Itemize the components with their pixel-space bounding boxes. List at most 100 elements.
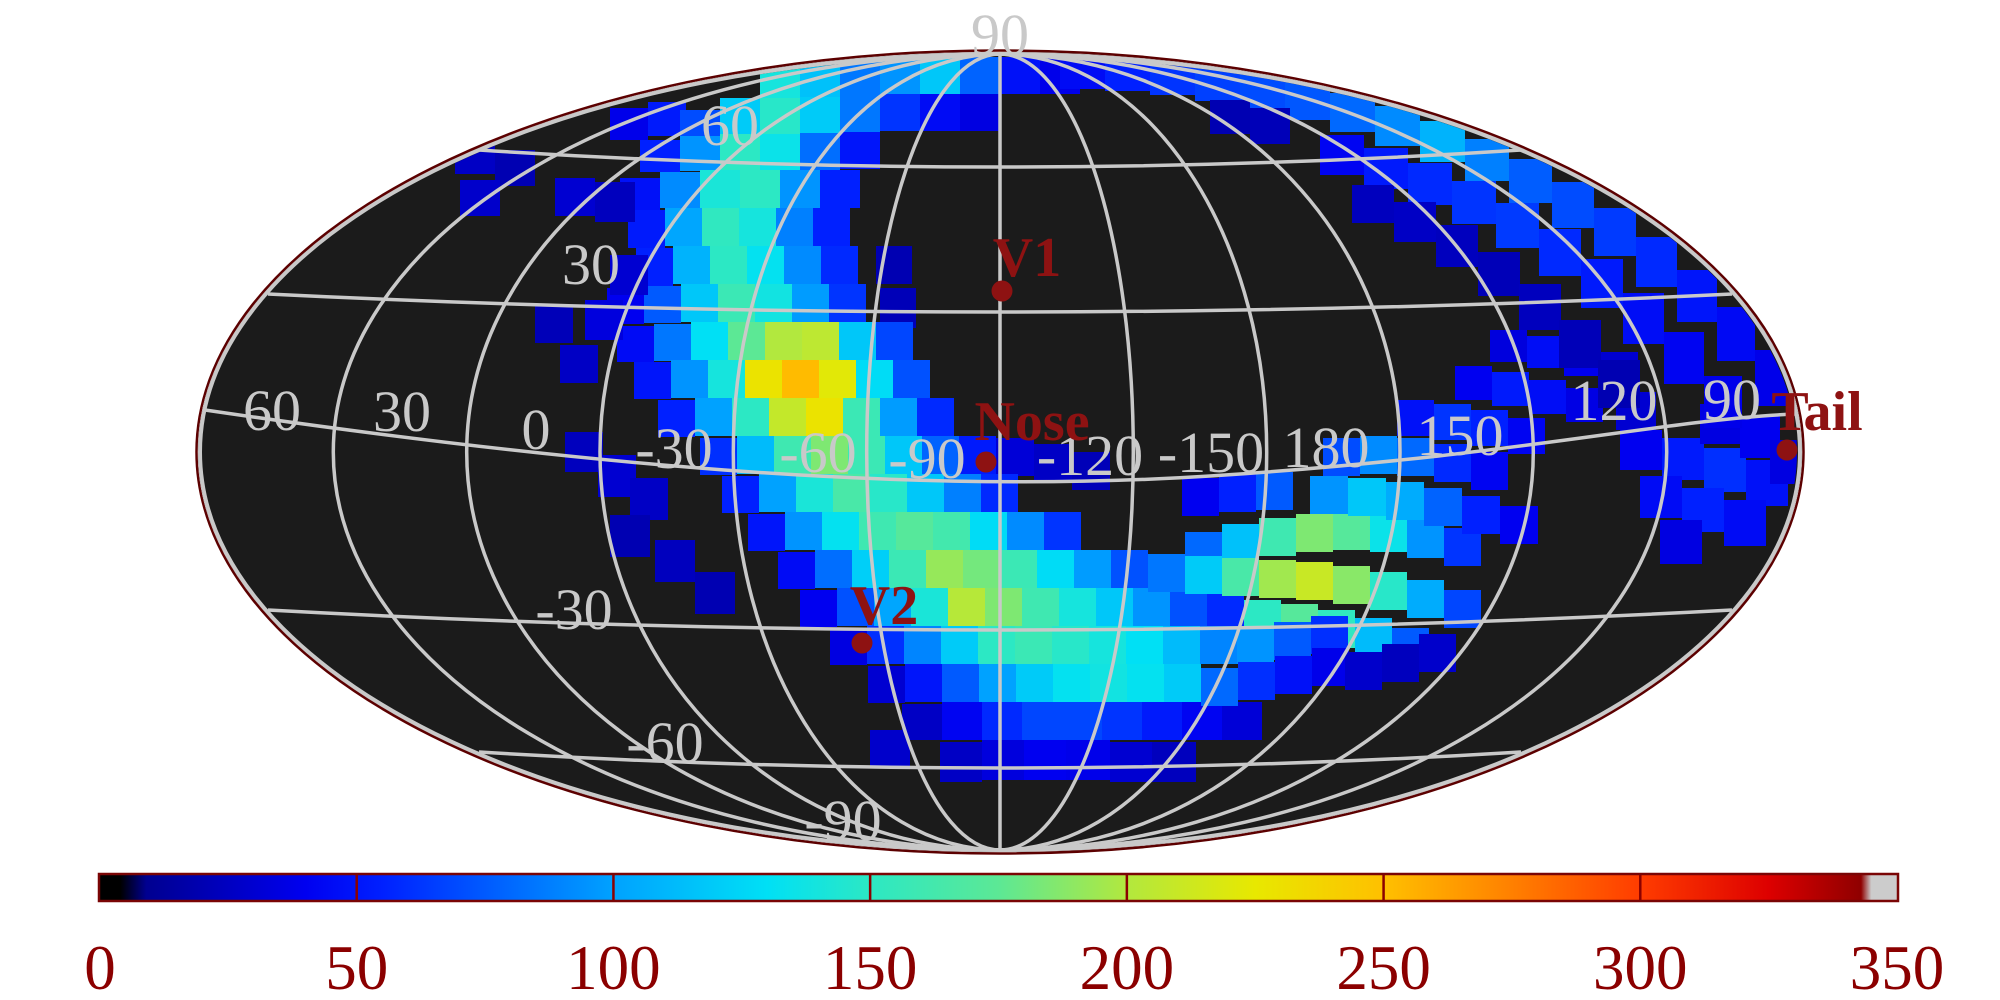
heatmap-cell	[1044, 512, 1081, 550]
heatmap-cell	[560, 345, 598, 383]
heatmap-cell	[905, 664, 942, 702]
heatmap-cell	[1424, 488, 1462, 526]
colorbar: 0 50 100 150 200 250 300 350	[84, 872, 1944, 1000]
latitude-tick-label: 30	[562, 232, 620, 297]
heatmap-cell	[933, 512, 970, 550]
heatmap-cell	[1000, 550, 1037, 588]
colorbar-tick-label: 150	[823, 933, 918, 1000]
heatmap-cell	[1259, 518, 1296, 556]
heatmap-cell	[833, 474, 870, 512]
heatmap-cell	[1163, 626, 1200, 664]
heatmap-cell	[1462, 496, 1500, 534]
parallel-line	[478, 148, 1522, 169]
longitude-tick-label: -60	[779, 420, 856, 485]
heatmap-cell	[617, 326, 654, 362]
longitude-tick-label: -90	[888, 426, 965, 491]
heatmap-cell	[654, 324, 691, 361]
heatmap-cell	[1594, 208, 1636, 256]
heatmap-cell	[1000, 57, 1040, 94]
colorbar-tick-label: 250	[1336, 933, 1431, 1000]
heatmap-cell	[1037, 550, 1074, 588]
heatmap-cell	[1310, 476, 1348, 514]
heatmap-cell	[1296, 562, 1333, 600]
heatmap-cell	[784, 246, 821, 284]
heatmap-cell	[1636, 237, 1677, 287]
heatmap-cell	[819, 360, 856, 398]
heatmap-cell	[774, 436, 811, 474]
heatmap-cell	[1102, 702, 1142, 740]
colorbar-tick-label: 200	[1080, 933, 1175, 1000]
heatmap-cell	[1022, 588, 1059, 626]
heatmap-cell	[1219, 474, 1256, 512]
heatmap-cell	[1333, 512, 1370, 550]
marker-label-nose: Nose	[974, 391, 1089, 453]
heatmap-cell	[681, 284, 718, 322]
heatmap-cell	[806, 398, 843, 436]
marker-label-v1: V1	[993, 227, 1061, 289]
map-rim	[198, 52, 1802, 852]
heatmap-cell	[769, 398, 806, 436]
longitude-tick-label: 30	[373, 379, 431, 444]
heatmap-cell	[1345, 652, 1382, 690]
heatmap-cell	[700, 170, 740, 208]
heatmap-cell	[922, 436, 959, 474]
longitude-tick-label: 90	[1703, 367, 1761, 432]
heatmap-cell	[1170, 588, 1207, 626]
heatmap-cell	[822, 512, 859, 550]
heatmap-cell	[1133, 588, 1170, 626]
heatmap-cell	[821, 246, 858, 284]
heatmap-cell	[710, 246, 747, 284]
heatmap-cell	[1465, 139, 1509, 181]
heatmap-cell	[811, 436, 848, 474]
heatmap-cell	[737, 436, 774, 474]
heatmap-cell	[644, 286, 681, 323]
heatmap-cell	[1496, 203, 1539, 248]
heatmap-cell	[1200, 626, 1237, 664]
colorbar-gradient	[100, 875, 1897, 900]
heatmap-cell	[1566, 388, 1603, 422]
heatmap-cell	[996, 438, 1034, 476]
heatmap-cell	[802, 322, 839, 360]
heatmap-cell	[1148, 554, 1185, 592]
heatmap-cell	[941, 626, 978, 664]
grid-longitude-labels: 60 30 0 -30 -60 -90 -120 -150 180 150 120 90	[243, 367, 1761, 491]
longitude-tick-label: 180	[1283, 415, 1370, 480]
latitude-tick-label: 60	[701, 93, 759, 158]
marker-dot-v2	[851, 632, 873, 654]
heatmap-cell	[630, 478, 668, 520]
heatmap-cell	[792, 284, 829, 322]
longitude-tick-label: 120	[1571, 368, 1658, 433]
heatmap-cell	[985, 588, 1022, 626]
heatmap-cell	[1394, 202, 1436, 242]
heatmap-cell	[1126, 626, 1163, 664]
longitude-tick-label: -120	[1037, 423, 1143, 488]
heatmap-cell	[1455, 366, 1492, 400]
heatmap-cell	[1096, 588, 1133, 626]
heatmap-cell	[695, 398, 732, 436]
heatmap-cell	[948, 588, 985, 626]
heatmap-cell	[782, 360, 819, 398]
heatmap-cell	[695, 572, 735, 614]
longitude-tick-label: 60	[243, 378, 301, 443]
marker-dot-tail	[1776, 439, 1798, 461]
heatmap-cell	[1110, 742, 1154, 782]
latitude-tick-label: 90	[971, 2, 1029, 67]
heatmap-cell	[1238, 662, 1275, 700]
heatmap-cell	[1059, 588, 1096, 626]
heatmap-cell	[840, 132, 880, 169]
heatmap-cell	[759, 474, 796, 512]
heatmap-cell	[1007, 512, 1044, 550]
heatmap-cell	[1237, 626, 1274, 664]
heatmap-cell	[778, 552, 815, 589]
latitude-tick-label: -30	[535, 577, 612, 642]
heatmap-cell	[1296, 514, 1333, 552]
heatmap-cell	[745, 360, 782, 398]
heatmap-cell	[978, 626, 1015, 664]
heatmap-cell	[796, 474, 833, 512]
heatmap-cell	[1434, 444, 1471, 482]
heatmap-cell	[748, 514, 785, 551]
marker-label-v2: V2	[850, 575, 918, 637]
heatmap-cell	[1620, 430, 1662, 470]
heatmap-cell	[1360, 436, 1397, 474]
